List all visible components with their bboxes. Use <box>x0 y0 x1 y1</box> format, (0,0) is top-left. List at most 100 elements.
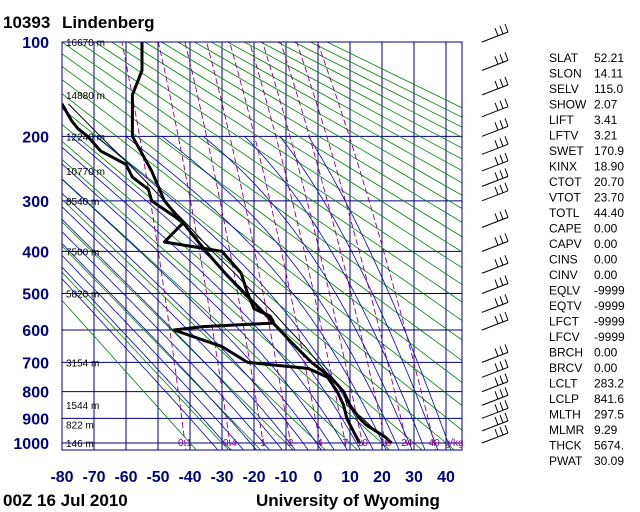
index-value: 297.5 <box>594 408 624 422</box>
moist-adiabat <box>62 242 257 450</box>
index-value: 9.29 <box>594 423 618 437</box>
pressure-tick-label: 1000 <box>13 436 49 453</box>
dry-adiabat <box>62 42 462 321</box>
index-value: 3.21 <box>594 129 618 143</box>
index-value: 115.0 <box>594 82 623 96</box>
index-value: 170.9 <box>594 144 624 158</box>
index-name: TOTL <box>549 206 580 220</box>
profile-parcel <box>68 103 392 444</box>
temperature-tick-label: 20 <box>373 469 391 486</box>
index-value: 0.00 <box>594 361 618 375</box>
index-value: -9999 <box>594 299 625 313</box>
index-value: 44.40 <box>594 206 624 220</box>
dry-adiabat <box>62 79 462 383</box>
index-name: LFCV <box>549 330 580 344</box>
index-name: SLAT <box>549 51 579 65</box>
index-value: 2.07 <box>594 98 618 112</box>
wind-barb <box>481 136 509 155</box>
moist-adiabat <box>161 135 400 450</box>
index-value: 3.41 <box>594 113 618 127</box>
mixing-ratio-line <box>249 42 348 450</box>
pressure-axis-labels: 100 200 300 400 500 600 700 800 900 1000 <box>13 35 49 453</box>
index-value: 0.00 <box>594 268 618 282</box>
index-value: 20.70 <box>594 175 624 189</box>
dry-adiabat <box>127 42 462 253</box>
index-name: CINV <box>549 268 578 282</box>
wind-barb <box>481 400 509 419</box>
pressure-tick-label: 500 <box>22 287 49 304</box>
sounding-profiles <box>62 42 393 445</box>
plot-area <box>62 42 462 450</box>
temperature-tick-label: -20 <box>242 469 265 486</box>
moist-adiabat <box>279 136 439 450</box>
dry-adiabat <box>62 53 462 341</box>
moist-adiabat <box>203 135 413 450</box>
height-label: 7500 m <box>66 247 99 258</box>
index-name: LFCT <box>549 315 580 329</box>
index-value: 30.09 <box>594 454 624 468</box>
moist-adiabat <box>62 278 219 450</box>
moist-adiabat <box>125 135 387 450</box>
index-name: THCK <box>549 439 582 453</box>
index-name: BRCV <box>549 361 582 375</box>
dry-adiabat <box>62 178 359 450</box>
mixing-ratio-line <box>317 42 437 450</box>
mixing-ratio-labels: 0.1 0.4 1 2 4 7 10 16 24 40 g/kg <box>178 438 464 449</box>
moist-adiabat <box>62 254 245 450</box>
station-id: 10393 <box>3 13 50 32</box>
dry-adiabat <box>62 158 391 450</box>
dry-adiabat <box>111 42 462 269</box>
mixing-ratio-label: 16 <box>380 438 392 449</box>
index-value: 0.00 <box>594 346 618 360</box>
wind-barb <box>481 412 509 432</box>
moist-adiabat <box>62 218 283 450</box>
index-name: KINX <box>549 160 577 174</box>
moist-adiabat <box>62 178 322 450</box>
temperature-tick-label: -80 <box>50 469 73 486</box>
index-name: BRCH <box>549 346 583 360</box>
mixing-ratio-label: 2 <box>288 438 294 449</box>
index-name: LIFT <box>549 113 574 127</box>
index-value: -9999 <box>594 330 625 344</box>
index-value: 0.00 <box>594 222 618 236</box>
mixing-ratio-label: 0.1 <box>178 438 192 449</box>
mixing-ratio-line <box>206 42 293 450</box>
stability-indices: SLAT 52.21 SLON 14.11 SELV 115.0 SHOW 2.07 LIFT 3… <box>549 51 625 468</box>
mixing-ratio-label: g/kg <box>445 438 464 449</box>
mixing-ratio-line <box>157 42 232 450</box>
temperature-tick-label: 0 <box>314 469 323 486</box>
index-name: SLON <box>549 67 582 81</box>
pressure-tick-label: 300 <box>22 194 49 211</box>
index-name: SELV <box>549 82 579 96</box>
wind-barb <box>481 23 509 43</box>
height-label: 5820 m <box>66 290 99 301</box>
dry-adiabat <box>94 42 462 285</box>
index-name: VTOT <box>549 191 581 205</box>
pressure-tick-label: 700 <box>22 355 49 372</box>
index-name: SWET <box>549 144 584 158</box>
dry-adiabat <box>62 198 326 450</box>
temperature-tick-label: 40 <box>437 469 455 486</box>
dry-adiabat <box>62 245 262 450</box>
mixing-ratio-label: 40 <box>429 438 441 449</box>
profile-dewpoint <box>62 103 361 444</box>
mixing-ratio-label: 0.4 <box>223 438 237 449</box>
dry-adiabats <box>62 42 462 450</box>
mixing-ratio-line <box>229 42 322 450</box>
index-value: 18.90 <box>594 160 624 174</box>
moist-adiabat <box>244 136 426 450</box>
wind-barb <box>481 275 509 294</box>
temperature-tick-label: -50 <box>146 469 169 486</box>
height-label: 10770 m <box>66 167 105 178</box>
dry-adiabat <box>161 42 462 223</box>
height-label: 16670 m <box>66 38 105 49</box>
dry-adiabat <box>177 42 462 209</box>
temperature-tick-label: -40 <box>178 469 201 486</box>
temperature-tick-label: -60 <box>114 469 137 486</box>
index-name: EQLV <box>549 284 580 298</box>
mixing-ratio-line <box>121 42 187 450</box>
index-value: -9999 <box>594 284 625 298</box>
index-value: 841.6 <box>594 392 624 406</box>
plot-frame <box>61 41 463 451</box>
observation-time: 00Z 16 Jul 2010 <box>3 491 128 510</box>
